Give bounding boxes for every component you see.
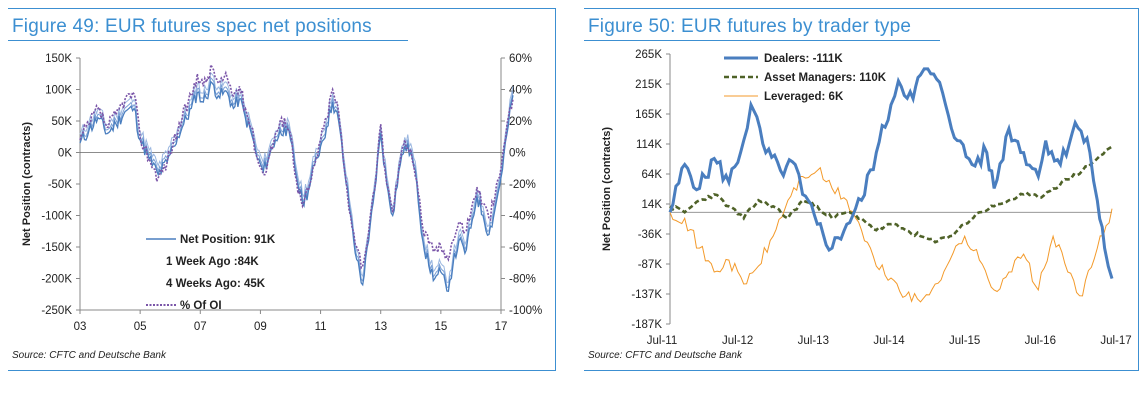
y-tick-label: 165K [635, 109, 662, 121]
trader-type-chart: 265K 215K 165K 114K 64K 14K -36K -87K -137K -187K… [601, 49, 1132, 347]
y2-tick-label: -100% [509, 305, 542, 317]
y2-tick-label: 40% [509, 85, 532, 97]
legend-label: Asset Managers: 110K [764, 72, 887, 84]
y2-tick-label: 20% [509, 116, 532, 128]
source-note: Source: CFTC and Deutsche Bank [12, 350, 166, 361]
y-tick-label: -187K [631, 319, 662, 331]
y2-tick-label: -20% [509, 179, 536, 191]
frame-top [8, 8, 556, 9]
x-tick-label: 17 [495, 321, 508, 333]
legend-label: 1 Week Ago :84K [166, 256, 259, 268]
frame-bottom [584, 370, 1139, 371]
y-tick-label: -50K [48, 179, 73, 191]
title-underline [584, 40, 940, 41]
y-tick-label: 50K [52, 116, 73, 128]
y2-tick-label: 60% [509, 53, 532, 65]
series-pct-oi-line [79, 62, 514, 270]
figure-50-panel: Figure 50: EUR futures by trader type 26… [584, 8, 1139, 378]
x-tick-label: 15 [434, 321, 447, 333]
x-tick-label: 09 [254, 321, 267, 333]
figure-title: Figure 50: EUR futures by trader type [588, 16, 912, 37]
y-tick-label: 0K [58, 148, 72, 160]
frame-top [584, 8, 1139, 9]
y-tick-label: 64K [642, 169, 663, 181]
legend-label: Dealers: -111K [764, 53, 843, 65]
figure-49-panel: Figure 49: EUR futures spec net position… [8, 8, 556, 378]
y-axis-title: Net Position (contracts) [21, 122, 33, 246]
frame-bottom [8, 370, 556, 371]
frame-right [555, 8, 556, 370]
legend-label: Leveraged: 6K [764, 91, 844, 103]
y-tick-label: 150K [45, 53, 72, 65]
y2-tick-label: 0% [509, 148, 526, 160]
x-tick-label: 05 [134, 321, 147, 333]
x-tick-label: Jul-16 [1025, 335, 1056, 347]
y-tick-label: 114K [636, 139, 662, 151]
x-tick-label: Jul-15 [949, 335, 980, 347]
legend-label: 4 Weeks Ago: 45K [166, 278, 266, 290]
x-tick-label: 13 [374, 321, 387, 333]
net-positions-chart: 150K 100K 50K 0K -50K -100K -150K -200K -250K 60%… [21, 53, 542, 333]
y-tick-label: -250K [41, 305, 72, 317]
y-tick-label: -100K [41, 211, 72, 223]
series-1-week-ago-line [79, 76, 514, 289]
y-tick-label: 265K [635, 49, 662, 61]
y-tick-label: -200K [41, 274, 72, 286]
frame-right [1138, 8, 1139, 370]
y-tick-label: -36K [638, 229, 663, 241]
y2-tick-label: -80% [509, 274, 536, 286]
series-4-weeks-ago-line [79, 71, 514, 284]
legend-label: Net Position: 91K [180, 234, 276, 246]
x-tick-label: 07 [194, 321, 207, 333]
x-tick-label: 03 [74, 321, 87, 333]
x-tick-label: Jul-14 [873, 335, 905, 347]
y-tick-label: -87K [638, 259, 663, 271]
x-tick-label: Jul-12 [722, 335, 753, 347]
series-dealers-line [668, 67, 1114, 280]
y-tick-label: 215K [635, 79, 662, 91]
x-tick-label: Jul-17 [1100, 335, 1131, 347]
y-tick-label: -137K [631, 289, 662, 301]
x-tick-label: Jul-13 [798, 335, 829, 347]
y-tick-label: -150K [41, 242, 72, 254]
title-underline [8, 40, 408, 41]
legend-label: % Of OI [180, 300, 222, 312]
y2-tick-label: -40% [509, 211, 536, 223]
y2-tick-label: -60% [509, 242, 536, 254]
y-tick-label: 100K [45, 85, 72, 97]
series-leveraged-line [669, 166, 1113, 303]
y-axis-title: Net Position (contracts) [601, 127, 613, 251]
y-tick-label: 14K [642, 199, 663, 211]
figure-title: Figure 49: EUR futures spec net position… [12, 16, 372, 37]
x-tick-label: 11 [315, 321, 327, 333]
x-tick-label: Jul-11 [647, 335, 677, 347]
series-asset-managers-line [669, 145, 1113, 244]
source-note: Source: CFTC and Deutsche Bank [588, 350, 742, 361]
